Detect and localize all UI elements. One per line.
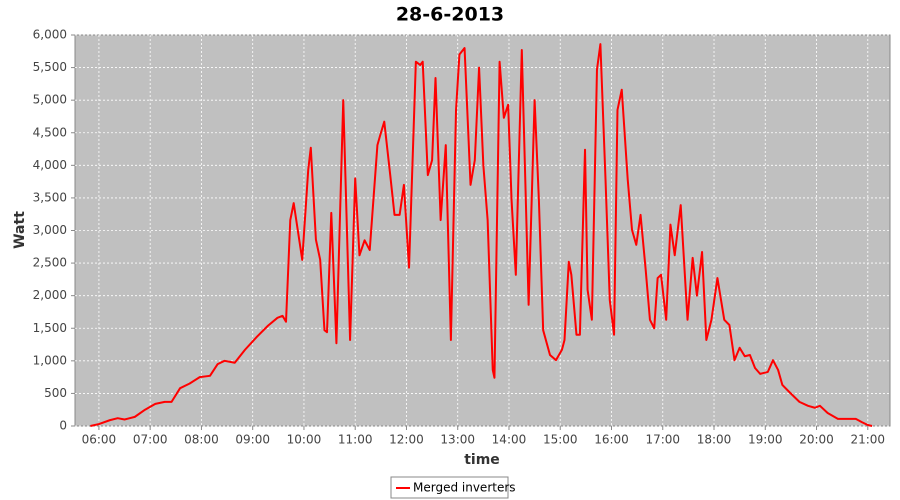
x-tick-label: 15:00 [543, 433, 578, 447]
x-tick-label: 18:00 [697, 433, 732, 447]
y-tick-label: 500 [44, 386, 67, 400]
x-tick-label: 11:00 [338, 433, 373, 447]
x-tick-label: 08:00 [184, 433, 219, 447]
data-line [90, 43, 873, 427]
y-tick-label: 4,500 [33, 125, 67, 139]
x-axis-label: time [464, 452, 500, 468]
x-tick-label: 10:00 [287, 433, 322, 447]
y-tick-label: 1,500 [33, 321, 67, 335]
legend-box [390, 476, 509, 499]
x-tick-label: 07:00 [133, 433, 168, 447]
y-tick-label: 3,500 [33, 190, 67, 204]
x-tick-label: 06:00 [82, 433, 117, 447]
y-tick-label: 5,000 [33, 93, 67, 107]
x-tick-label: 09:00 [235, 433, 270, 447]
x-tick-label: 14:00 [492, 433, 527, 447]
y-tick-label: 1,000 [33, 353, 67, 367]
x-tick-label: 21:00 [850, 433, 885, 447]
x-tick-label: 19:00 [748, 433, 783, 447]
x-tick-label: 16:00 [594, 433, 629, 447]
x-tick-label: 13:00 [440, 433, 475, 447]
y-tick-label: 4,000 [33, 158, 67, 172]
legend-label: Merged inverters [413, 481, 516, 495]
y-tick-label: 0 [59, 419, 67, 433]
x-tick-label: 12:00 [389, 433, 424, 447]
y-axis-label: Watt [12, 211, 28, 249]
plot-area [74, 34, 891, 427]
y-tick-label: 2,000 [33, 288, 67, 302]
y-tick-label: 3,000 [33, 223, 67, 237]
x-tick-label: 17:00 [645, 433, 680, 447]
y-tick-label: 5,500 [33, 60, 67, 74]
x-tick-label: 20:00 [799, 433, 834, 447]
y-tick-label: 2,500 [33, 256, 67, 270]
chart-title: 28-6-2013 [396, 4, 504, 26]
y-tick-label: 6,000 [33, 28, 67, 42]
